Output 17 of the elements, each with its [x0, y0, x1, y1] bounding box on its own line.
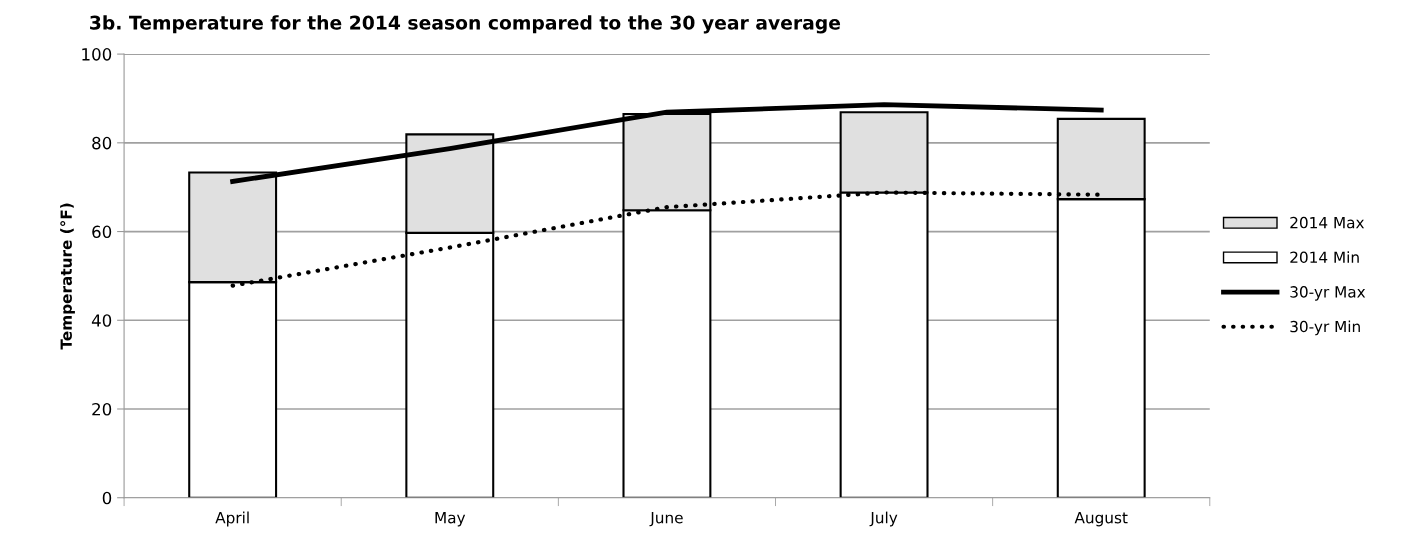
legend-label: 30-yr Max	[1290, 286, 1366, 301]
y-axis-title: Temperature (°F)	[60, 203, 75, 350]
x-tick-label: June	[649, 512, 683, 527]
x-tick-label: May	[435, 512, 466, 527]
x-tick-label: July	[869, 511, 898, 527]
y-tick-label: 20	[92, 402, 112, 416]
chart-title: 3b. Temperature for the 2014 season compared to the 30 year average	[90, 15, 841, 34]
x-tick-label: August	[1074, 512, 1128, 527]
x-tick-label: April	[215, 511, 249, 527]
legend-label: 2014 Min	[1290, 251, 1359, 264]
y-tick-label: 100	[82, 48, 112, 61]
y-tick-label: 60	[92, 225, 112, 239]
legend-label: 30-yr Min	[1290, 320, 1360, 336]
legend-label: 2014 Max	[1290, 216, 1365, 229]
y-tick-label: 40	[91, 314, 112, 327]
y-tick-label: 80	[92, 136, 112, 150]
y-tick-label: 0	[102, 491, 112, 505]
